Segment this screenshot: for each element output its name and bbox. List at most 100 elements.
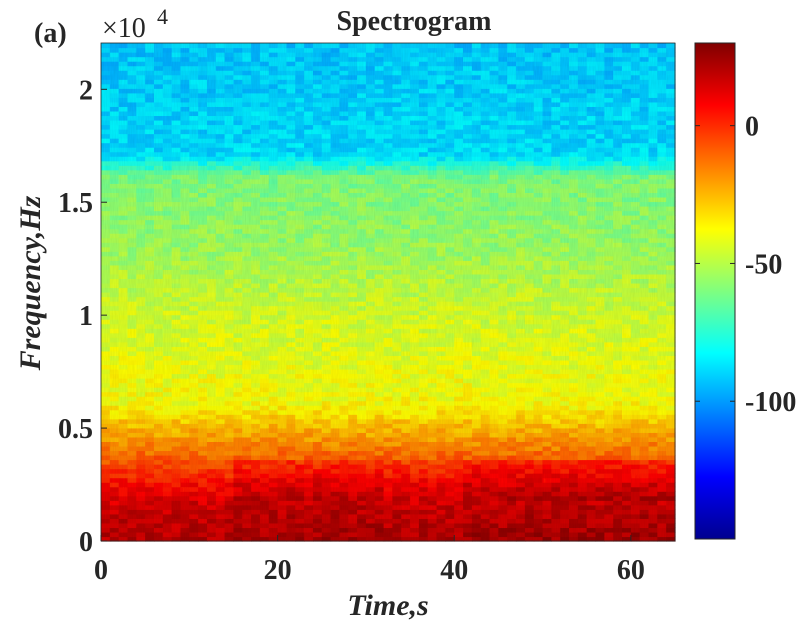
heatmap-cell — [295, 504, 305, 510]
heatmap-cell — [233, 142, 243, 148]
heatmap-cell — [277, 246, 288, 252]
heatmap-cell — [224, 282, 235, 289]
heatmap-cell — [410, 196, 420, 203]
heatmap-cell — [162, 504, 173, 510]
heatmap-cell — [180, 151, 190, 157]
heatmap-cell — [427, 282, 438, 289]
heatmap-cell — [365, 282, 376, 289]
heatmap-cell — [392, 459, 402, 465]
heatmap-cell — [418, 97, 429, 103]
heatmap-cell — [392, 255, 402, 261]
heatmap-cell — [189, 224, 199, 230]
heatmap-cell — [251, 79, 261, 85]
heatmap-cell — [233, 522, 243, 529]
heatmap-cell — [118, 436, 129, 442]
heatmap-cell — [180, 396, 190, 402]
heatmap-cell — [365, 409, 376, 415]
heatmap-cell — [171, 323, 182, 329]
heatmap-cell — [180, 138, 190, 144]
heatmap-cell — [489, 522, 499, 529]
heatmap-cell — [410, 292, 420, 298]
heatmap-cell — [101, 178, 111, 184]
heatmap-cell — [295, 52, 305, 58]
heatmap-cell — [463, 445, 473, 452]
heatmap-cell — [348, 246, 358, 252]
heatmap-cell — [436, 178, 446, 184]
heatmap-cell — [145, 151, 155, 157]
heatmap-cell — [489, 473, 499, 479]
heatmap-cell — [374, 129, 385, 135]
heatmap-cell — [463, 527, 473, 533]
heatmap-cell — [480, 147, 491, 153]
heatmap-cell — [480, 495, 491, 501]
heatmap-cell — [321, 301, 332, 307]
heatmap-cell — [259, 400, 270, 406]
heatmap-cell — [489, 160, 499, 166]
heatmap-cell — [480, 319, 491, 325]
heatmap-cell — [480, 178, 491, 184]
heatmap-cell — [410, 445, 420, 452]
heatmap-cell — [357, 301, 367, 307]
heatmap-cell — [374, 323, 385, 329]
heatmap-cell — [480, 228, 491, 234]
heatmap-cell — [321, 328, 332, 334]
heatmap-cell — [374, 504, 385, 510]
heatmap-cell — [277, 477, 288, 483]
heatmap-cell — [189, 282, 199, 289]
heatmap-cell — [180, 65, 190, 71]
heatmap-cell — [480, 52, 491, 58]
heatmap-cell — [109, 269, 120, 275]
heatmap-cell — [392, 513, 402, 519]
heatmap-cell — [321, 459, 332, 465]
heatmap-cell — [392, 319, 402, 325]
heatmap-cell — [277, 129, 288, 135]
heatmap-cell — [145, 355, 155, 361]
heatmap-cell — [357, 187, 367, 193]
heatmap-cell — [401, 337, 411, 343]
heatmap-cell — [251, 482, 261, 488]
heatmap-cell — [153, 368, 164, 375]
heatmap-cell — [330, 473, 341, 479]
heatmap-cell — [101, 346, 111, 352]
heatmap-cell — [427, 464, 438, 470]
heatmap-cell — [242, 282, 252, 289]
heatmap-cell — [136, 500, 146, 506]
heatmap-cell — [392, 527, 402, 533]
heatmap-cell — [277, 310, 288, 316]
heatmap-cell — [454, 500, 464, 506]
heatmap-cell — [215, 260, 226, 266]
heatmap-cell — [418, 160, 429, 166]
heatmap-cell — [171, 219, 182, 225]
heatmap-cell — [304, 183, 314, 189]
heatmap-cell — [463, 482, 473, 488]
heatmap-cell — [392, 468, 402, 474]
heatmap-cell — [471, 436, 482, 442]
heatmap-cell — [330, 215, 341, 221]
heatmap-cell — [471, 378, 482, 384]
heatmap-cell — [251, 355, 261, 361]
heatmap-cell — [171, 215, 182, 221]
heatmap-cell — [374, 400, 385, 406]
heatmap-cell — [224, 246, 235, 252]
heatmap-cell — [321, 378, 332, 384]
heatmap-cell — [357, 160, 367, 166]
heatmap-cell — [330, 387, 341, 393]
heatmap-cell — [251, 237, 261, 243]
heatmap-cell — [418, 183, 429, 189]
heatmap-cell — [277, 296, 288, 302]
heatmap-cell — [251, 378, 261, 384]
heatmap-cell — [383, 115, 394, 121]
heatmap-cell — [365, 500, 376, 506]
heatmap-cell — [304, 47, 314, 53]
heatmap-cell — [145, 337, 155, 343]
heatmap-cell — [401, 52, 411, 58]
heatmap-cell — [401, 196, 411, 203]
heatmap-cell — [383, 61, 394, 67]
heatmap-cell — [427, 400, 438, 406]
heatmap-cell — [304, 355, 314, 361]
heatmap-cell — [339, 129, 349, 135]
heatmap-cell — [153, 468, 164, 474]
heatmap-cell — [410, 215, 420, 221]
heatmap-cell — [436, 301, 446, 307]
heatmap-cell — [118, 432, 129, 438]
